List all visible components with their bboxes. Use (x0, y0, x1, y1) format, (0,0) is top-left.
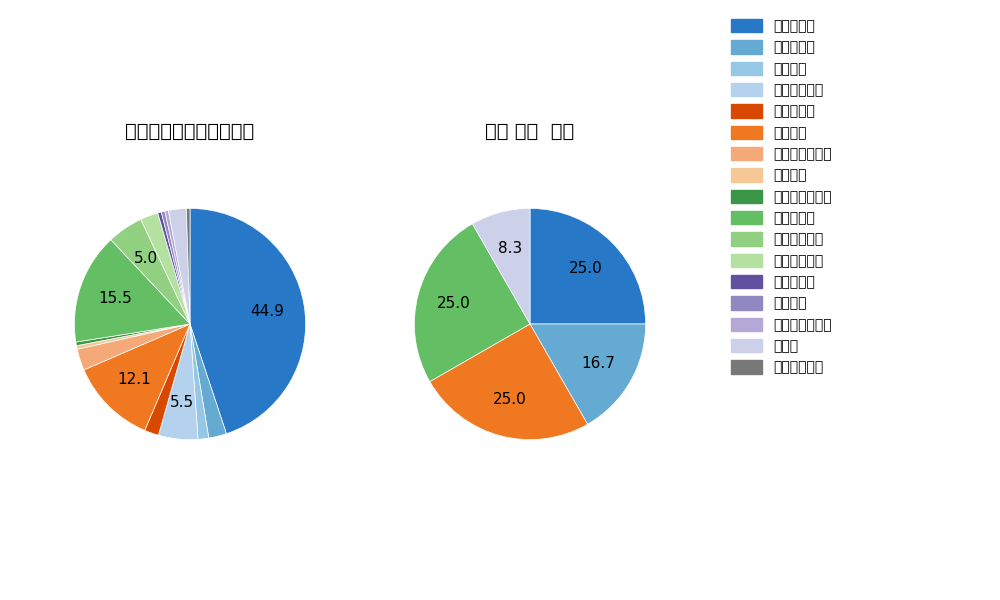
Wedge shape (190, 208, 306, 434)
Wedge shape (74, 240, 190, 342)
Wedge shape (165, 211, 190, 324)
Wedge shape (84, 324, 190, 430)
Wedge shape (76, 324, 190, 349)
Wedge shape (141, 213, 190, 324)
Wedge shape (158, 324, 198, 440)
Wedge shape (161, 211, 190, 324)
Wedge shape (430, 324, 588, 440)
Wedge shape (168, 208, 190, 324)
Wedge shape (472, 208, 530, 324)
Wedge shape (186, 208, 190, 324)
Text: 15.5: 15.5 (99, 291, 133, 306)
Text: 8.3: 8.3 (498, 241, 522, 256)
Text: 5.5: 5.5 (170, 395, 194, 410)
Text: 12.1: 12.1 (118, 372, 151, 387)
Wedge shape (190, 324, 209, 439)
Wedge shape (158, 212, 190, 324)
Text: 25.0: 25.0 (493, 392, 526, 407)
Wedge shape (145, 324, 190, 435)
Wedge shape (530, 324, 646, 424)
Title: パ・リーグ全プレイヤー: パ・リーグ全プレイヤー (125, 122, 255, 142)
Wedge shape (190, 324, 226, 438)
Text: 25.0: 25.0 (437, 296, 471, 311)
Title: 今宮 健太  選手: 今宮 健太 選手 (485, 122, 575, 142)
Legend: ストレート, ツーシーム, シュート, カットボール, スプリット, フォーク, チェンジアップ, シンカー, 高速スライダー, スライダー, 縦スライダー, : ストレート, ツーシーム, シュート, カットボール, スプリット, フォーク,… (731, 19, 832, 374)
Wedge shape (77, 324, 190, 370)
Wedge shape (414, 224, 530, 382)
Wedge shape (111, 220, 190, 324)
Wedge shape (76, 324, 190, 346)
Wedge shape (530, 208, 646, 324)
Text: 25.0: 25.0 (569, 261, 602, 276)
Text: 5.0: 5.0 (134, 251, 158, 266)
Text: 16.7: 16.7 (581, 356, 615, 371)
Text: 44.9: 44.9 (251, 304, 285, 319)
